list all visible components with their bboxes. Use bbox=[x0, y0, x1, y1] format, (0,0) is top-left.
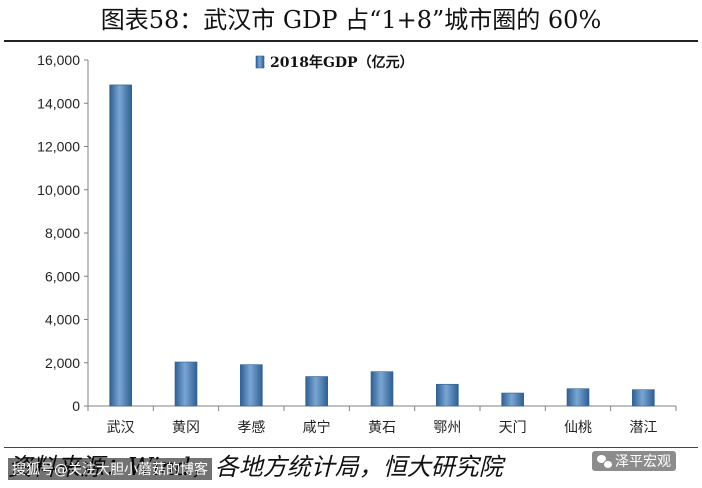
legend-swatch bbox=[255, 55, 265, 69]
y-tick-label: 16,000 bbox=[37, 52, 80, 68]
bar bbox=[436, 383, 459, 407]
y-tick-label: 12,000 bbox=[37, 139, 80, 155]
x-tick-label: 鄂州 bbox=[433, 420, 461, 436]
chart-title: 图表58：武汉市 GDP 占“1+8”城市圈的 60% bbox=[100, 6, 602, 34]
watermark-right-text: 泽平宏观 bbox=[615, 454, 671, 470]
y-tick-label: 0 bbox=[72, 398, 80, 414]
bar bbox=[566, 388, 590, 407]
legend-label: 2018年GDP（亿元） bbox=[270, 54, 414, 71]
bar bbox=[501, 392, 524, 407]
bar bbox=[632, 389, 655, 407]
x-axis: 武汉 黄冈 孝感 咸宁 黄石 鄂州 天门 仙桃 潜江 bbox=[87, 405, 677, 436]
source-divider bbox=[4, 447, 698, 448]
x-tick-label: 天门 bbox=[499, 420, 527, 436]
title-divider bbox=[4, 40, 698, 42]
x-tick-label: 武汉 bbox=[107, 420, 135, 436]
bar-chart: 0 2,000 4,000 6,000 8,000 10,000 12,000 14,000 1… bbox=[37, 52, 677, 436]
y-tick-label: 6,000 bbox=[45, 268, 80, 284]
watermark-right: 泽平宏观 bbox=[592, 451, 676, 471]
x-tick-label: 黄冈 bbox=[172, 419, 200, 436]
bar bbox=[109, 84, 132, 407]
legend: 2018年GDP（亿元） bbox=[255, 54, 414, 71]
bar bbox=[240, 364, 263, 407]
x-tick-label: 黄石 bbox=[368, 419, 396, 436]
x-tick-label: 咸宁 bbox=[303, 419, 331, 436]
bar bbox=[370, 371, 394, 407]
y-tick-label: 10,000 bbox=[37, 182, 80, 198]
x-tick-label: 潜江 bbox=[629, 420, 657, 436]
watermark-left: 搜狐号@关注大胆小蘑菇的博客 bbox=[8, 458, 212, 480]
bar bbox=[305, 376, 328, 407]
bar-series bbox=[109, 84, 655, 407]
y-tick-label: 8,000 bbox=[45, 225, 80, 241]
y-tick-label: 14,000 bbox=[37, 95, 80, 111]
bar bbox=[174, 361, 198, 407]
x-tick-label: 孝感 bbox=[237, 419, 265, 436]
y-axis: 0 2,000 4,000 6,000 8,000 10,000 12,000 14,000 1… bbox=[37, 52, 89, 414]
y-tick-label: 2,000 bbox=[45, 355, 80, 371]
y-tick-label: 4,000 bbox=[45, 312, 80, 328]
x-tick-label: 仙桃 bbox=[564, 420, 592, 436]
wechat-icon bbox=[597, 455, 613, 469]
